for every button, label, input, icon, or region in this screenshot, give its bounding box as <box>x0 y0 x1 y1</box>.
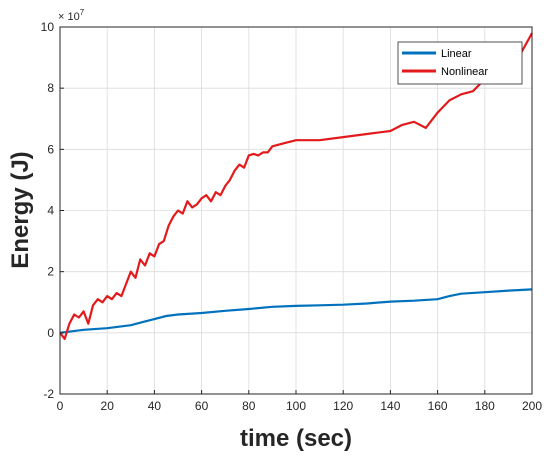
y-tick-label: 2 <box>47 265 54 279</box>
y-axis-ticks: -2 0 2 4 6 8 10 <box>41 20 64 401</box>
nonlinear-series-line <box>59 32 533 340</box>
x-axis-ticks: 0 20 40 60 80 100 120 140 160 180 200 <box>57 390 542 413</box>
y-tick-label: -2 <box>43 387 54 401</box>
y-tick-label: 4 <box>47 204 54 218</box>
y-exponent-power: 7 <box>80 8 85 17</box>
plot-area <box>59 26 533 395</box>
y-tick-label: 10 <box>41 20 55 34</box>
series-layer <box>59 32 533 340</box>
x-tick-label: 200 <box>522 399 542 413</box>
x-tick-label: 100 <box>286 399 306 413</box>
y-tick-label: 6 <box>47 142 54 156</box>
y-tick-label: 8 <box>47 81 54 95</box>
x-tick-label: 80 <box>242 399 256 413</box>
legend-box <box>397 41 523 85</box>
legend-label-nonlinear: Nonlinear <box>441 66 488 78</box>
legend: Linear Nonlinear <box>397 41 523 85</box>
x-tick-label: 160 <box>428 399 448 413</box>
x-axis-label: time (sec) <box>240 425 352 452</box>
x-tick-label: 180 <box>475 399 495 413</box>
linear-series-line <box>59 288 533 334</box>
x-tick-label: 120 <box>333 399 353 413</box>
x-tick-label: 40 <box>148 399 162 413</box>
x-tick-label: 140 <box>380 399 400 413</box>
y-tick-label: 0 <box>47 326 54 340</box>
x-tick-label: 60 <box>195 399 209 413</box>
x-tick-label: 20 <box>101 399 115 413</box>
y-axis-label: Energy (J) <box>7 151 34 268</box>
y-exponent-label: × 107 <box>58 8 85 23</box>
legend-label-linear: Linear <box>441 48 472 60</box>
x-tick-label: 0 <box>57 399 64 413</box>
